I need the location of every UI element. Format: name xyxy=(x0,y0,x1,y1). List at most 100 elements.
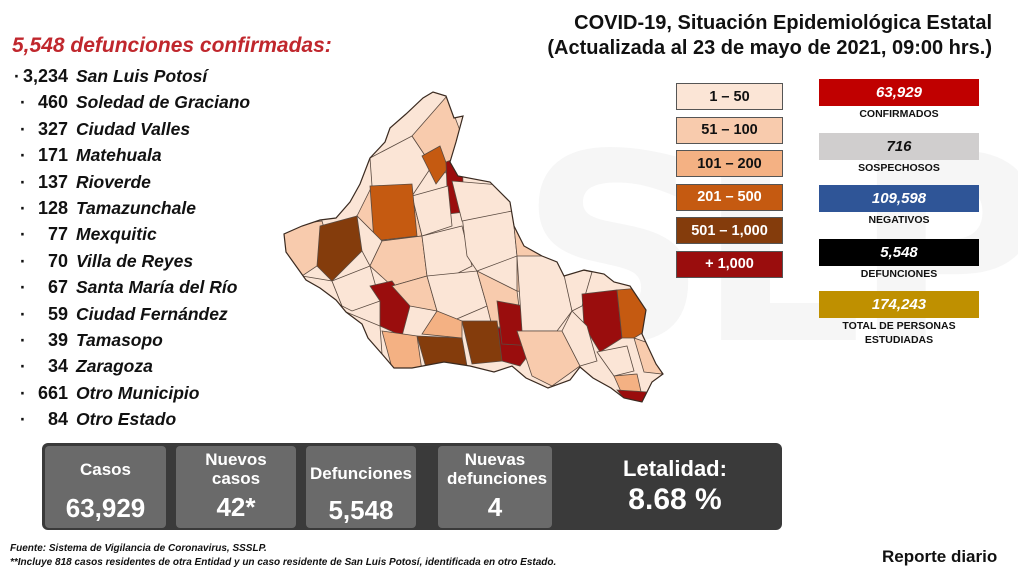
state-map xyxy=(283,91,664,403)
municipality-deaths-list: · 3,234 San Luis Potosí · 460 Soledad de Grac… xyxy=(14,66,314,435)
municipality-name: Zaragoza xyxy=(76,356,153,377)
municipality-count: 460 xyxy=(37,92,68,113)
deaths-headline: 5,548 defunciones confirmadas: xyxy=(12,34,332,57)
municipality-count: 34 xyxy=(47,356,68,377)
region-cell xyxy=(596,345,635,377)
bullet: · xyxy=(20,92,26,113)
legend-item: 201 – 500 xyxy=(676,183,783,211)
municipality-count: 39 xyxy=(47,329,68,350)
municipality-name: Tamazunchale xyxy=(76,197,196,218)
region-cell xyxy=(516,255,573,332)
municipality-row: · 67 Santa María del Río xyxy=(14,277,314,303)
nuevos-casos-value: 42* xyxy=(216,492,256,522)
municipality-name: Soledad de Graciano xyxy=(76,92,251,113)
region-cell xyxy=(381,330,423,372)
municipality-row: · 3,234 San Luis Potosí xyxy=(14,66,314,92)
region-cell xyxy=(369,183,418,242)
region-cell xyxy=(616,287,655,339)
bullet: · xyxy=(20,224,26,245)
legend-item: 501 – 1,000 xyxy=(676,217,783,244)
stat-label: CONFIRMADOS xyxy=(859,108,939,120)
footer-source: Fuente: Sistema de Vigilancia de Coronav… xyxy=(10,543,267,554)
municipality-row: · 661 Otro Municipio xyxy=(14,383,314,409)
municipality-row: · 34 Zaragoza xyxy=(14,356,314,382)
bullet: · xyxy=(14,66,20,86)
bullet: · xyxy=(20,329,26,350)
report-label: Reporte diario xyxy=(882,547,998,566)
bullet: · xyxy=(20,303,26,324)
municipality-name: Villa de Reyes xyxy=(76,250,194,271)
stat-value: 5,548 xyxy=(819,239,979,266)
stat-value: 109,598 xyxy=(819,185,979,212)
municipality-name: San Luis Potosí xyxy=(76,66,208,86)
legend-item: 1 – 50 xyxy=(676,83,783,110)
bullet: · xyxy=(20,171,26,192)
bullet: · xyxy=(20,382,26,403)
municipality-name: Mexquitic xyxy=(76,224,157,245)
page-subtitle: (Actualizada al 23 de mayo de 2021, 09:0… xyxy=(547,37,992,59)
legend-item: 51 – 100 xyxy=(676,116,783,144)
region-cell xyxy=(331,265,381,312)
region-cell xyxy=(516,330,581,387)
defunciones-label: Defunciones xyxy=(309,464,413,483)
bullet: · xyxy=(20,277,26,298)
nuevas-defunciones-value: 4 xyxy=(487,492,503,522)
defunciones-value: 5,548 xyxy=(328,495,394,525)
stat-label: SOSPECHOSOS xyxy=(858,162,940,174)
municipality-row: · 39 Tamasopo xyxy=(14,330,314,356)
municipality-row: · 460 Soledad de Graciano xyxy=(14,92,314,118)
municipality-name: Tamasopo xyxy=(76,329,163,350)
municipality-name: Otro Municipio xyxy=(76,382,200,403)
municipality-count: 59 xyxy=(47,303,68,324)
region-cell xyxy=(426,270,488,322)
municipality-row: · 171 Matehuala xyxy=(14,145,314,171)
bullet: · xyxy=(20,409,26,430)
page-title: COVID-19, Situación Epidemiológica Estat… xyxy=(574,12,992,34)
region-cell xyxy=(561,310,598,367)
legend-item: 101 – 200 xyxy=(676,150,783,177)
summary-casos: Casos 63,929 xyxy=(45,446,166,528)
municipality-count: 137 xyxy=(37,171,68,192)
bullet: · xyxy=(20,145,26,166)
municipality-count: 128 xyxy=(37,197,68,218)
municipality-count: 661 xyxy=(37,382,68,403)
stat-label: DEFUNCIONES xyxy=(860,268,938,280)
nuevas-defunciones-label: Nuevas defunciones xyxy=(447,450,548,488)
region-cell xyxy=(421,310,463,339)
bullet: · xyxy=(20,250,26,271)
bullet: · xyxy=(20,197,26,218)
bullet: · xyxy=(20,356,26,377)
casos-value: 63,929 xyxy=(65,493,146,523)
region-cell xyxy=(316,215,363,282)
municipality-row: · 70 Villa de Reyes xyxy=(14,251,314,277)
municipality-name: Matehuala xyxy=(76,145,162,166)
summary-defunciones: Defunciones 5,548 xyxy=(306,446,416,528)
municipality-name: Rioverde xyxy=(76,171,151,192)
stat-value: 716 xyxy=(819,133,979,160)
region-cell xyxy=(581,289,623,353)
municipality-name: Otro Estado xyxy=(76,409,177,430)
casos-label: Casos xyxy=(79,460,132,479)
bullet: · xyxy=(20,118,26,139)
summary-nuevas-defunciones: Nuevas defunciones 4 xyxy=(438,446,552,528)
stat-value: 63,929 xyxy=(819,79,979,106)
municipality-count: 67 xyxy=(47,277,68,298)
municipality-count: 3,234 xyxy=(22,66,68,86)
municipality-row: · 327 Ciudad Valles xyxy=(14,119,314,145)
region-cell xyxy=(461,320,503,365)
region-cell xyxy=(411,185,453,237)
municipality-row: · 59 Ciudad Fernández xyxy=(14,304,314,330)
municipality-count: 327 xyxy=(37,118,68,139)
municipality-count: 84 xyxy=(47,409,68,430)
legend-item: + 1,000 xyxy=(676,250,783,278)
letalidad-label: Letalidad: xyxy=(623,456,727,481)
region-cell xyxy=(369,135,433,197)
municipality-row: · 77 Mexquitic xyxy=(14,224,314,250)
municipality-count: 171 xyxy=(37,145,68,166)
nuevos-casos-label: Nuevos casos xyxy=(205,450,267,488)
stat-label: NEGATIVOS xyxy=(868,214,930,226)
municipality-name: Ciudad Fernández xyxy=(76,303,228,324)
stat-value: 174,243 xyxy=(819,291,979,318)
municipality-name: Santa María del Río xyxy=(76,277,238,298)
region-cell xyxy=(616,389,658,402)
